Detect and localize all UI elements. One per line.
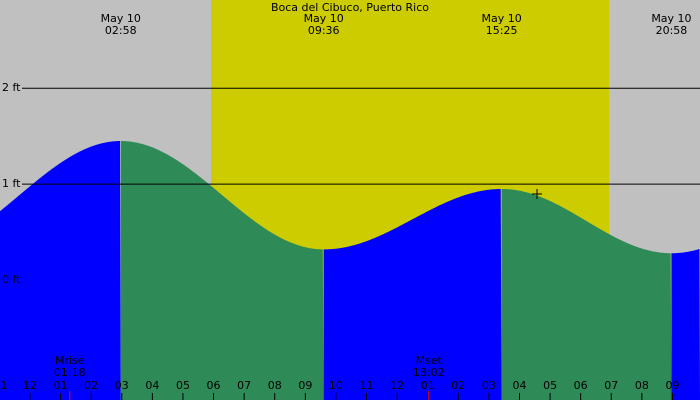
x-tick-label: 07	[237, 379, 251, 392]
x-tick-label: 02	[451, 379, 465, 392]
x-tick-label: 06	[574, 379, 588, 392]
extreme-date: May 10	[651, 12, 691, 25]
extreme-time: 20:58	[656, 24, 688, 37]
x-tick-label: 08	[268, 379, 282, 392]
x-tick-label: 10	[329, 379, 343, 392]
x-tick-label: 07	[604, 379, 618, 392]
rising-tide	[323, 188, 502, 400]
moon-label: Mrise	[55, 354, 85, 367]
moon-time: 13:02	[413, 366, 445, 379]
y-tick-label: 0 ft	[2, 273, 21, 286]
x-tick-label: 08	[635, 379, 649, 392]
extreme-date: May 10	[101, 12, 141, 25]
x-tick-label: 04	[512, 379, 526, 392]
x-tick-label: 09	[665, 379, 679, 392]
x-tick-label: 09	[298, 379, 312, 392]
x-tick-label: 05	[543, 379, 557, 392]
extreme-date: May 10	[482, 12, 522, 25]
x-tick-label: 12	[23, 379, 37, 392]
x-tick-label: 03	[115, 379, 129, 392]
x-tick-label: 03	[482, 379, 496, 392]
x-tick-label: 01	[421, 379, 435, 392]
x-tick-label: 12	[390, 379, 404, 392]
rising-tide	[0, 141, 121, 400]
y-tick-label: 2 ft	[2, 81, 21, 94]
cursor-marker	[532, 189, 542, 199]
moon-time: 01:18	[54, 366, 86, 379]
chart-title: Boca del Cibuco, Puerto Rico	[271, 1, 429, 14]
x-tick-label: 1	[1, 379, 8, 392]
x-tick-label: 05	[176, 379, 190, 392]
extreme-time: 02:58	[105, 24, 137, 37]
x-tick-label: 04	[145, 379, 159, 392]
x-tick-label: 01	[54, 379, 68, 392]
rising-tide	[671, 249, 700, 400]
x-tick-label: 11	[360, 379, 374, 392]
falling-tide	[501, 188, 672, 400]
extreme-date: May 10	[304, 12, 344, 25]
x-tick-label: 06	[207, 379, 221, 392]
x-tick-label: 02	[84, 379, 98, 392]
y-tick-label: 1 ft	[2, 177, 21, 190]
extreme-time: 15:25	[486, 24, 518, 37]
extreme-time: 09:36	[308, 24, 340, 37]
moon-label: Mset	[416, 354, 443, 367]
falling-tide	[120, 141, 324, 400]
